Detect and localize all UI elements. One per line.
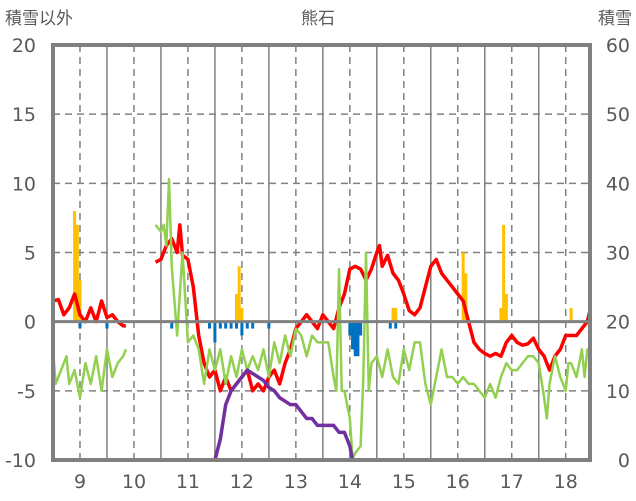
blue-bar <box>234 321 238 329</box>
x-tick-label: 11 <box>176 471 200 493</box>
blue-bar <box>240 321 244 336</box>
blue-bar <box>388 321 392 329</box>
orange-bar <box>394 307 398 322</box>
green-series-line <box>51 348 128 399</box>
orange-bar <box>240 307 244 322</box>
orange-bar <box>502 224 506 322</box>
orange-bar <box>504 294 508 322</box>
y-left-tick-label: 10 <box>12 173 36 195</box>
y-right-tick-label: 50 <box>606 104 630 126</box>
y-right-tick-label: 10 <box>606 381 630 403</box>
blue-bar <box>213 321 217 343</box>
chart-title: 熊石 <box>301 9 335 29</box>
blue-bar <box>224 321 228 329</box>
y-right-tick-label: 40 <box>606 173 630 195</box>
y-left-tick-label: -10 <box>5 450 36 472</box>
y-right-tick-label: 30 <box>606 243 630 265</box>
blue-bar <box>353 321 357 357</box>
blue-bar <box>78 321 82 329</box>
orange-bar <box>461 252 465 322</box>
y-right-tick-label: 60 <box>606 35 630 57</box>
blue-bar <box>356 321 360 357</box>
blue-bar <box>245 321 249 329</box>
y-left-tick-label: 15 <box>12 104 36 126</box>
orange-bar <box>464 273 468 322</box>
blue-bar <box>267 321 271 329</box>
red-series-line <box>154 223 592 393</box>
orange-bar <box>75 224 79 322</box>
blue-bar <box>394 321 398 329</box>
blue-bar <box>218 321 222 329</box>
orange-bar <box>391 307 395 322</box>
x-tick-label: 18 <box>554 471 578 493</box>
blue-bar <box>351 321 355 350</box>
orange-bar <box>499 307 503 322</box>
x-tick-label: 10 <box>122 471 146 493</box>
y-left-tick-label: 5 <box>24 243 36 265</box>
y-left-tick-label: -5 <box>17 381 36 403</box>
y-left-tick-label: 0 <box>24 312 36 334</box>
blue-bar <box>251 321 255 329</box>
left-axis-title: 積雪以外 <box>5 9 73 29</box>
x-tick-label: 12 <box>230 471 254 493</box>
purple-series-line <box>139 368 590 462</box>
blue-bar <box>208 321 212 329</box>
blue-bar <box>348 321 352 336</box>
x-tick-label: 17 <box>500 471 524 493</box>
orange-bar <box>234 294 238 322</box>
orange-bar <box>73 211 77 322</box>
right-axis-title: 積雪 <box>598 9 632 29</box>
blue-bar <box>359 321 363 336</box>
x-tick-label: 16 <box>446 471 470 493</box>
x-tick-label: 13 <box>284 471 308 493</box>
x-tick-label: 15 <box>392 471 416 493</box>
orange-bar <box>237 266 241 322</box>
plot-frame <box>51 43 592 462</box>
y-right-tick-label: 20 <box>606 312 630 334</box>
y-left-tick-label: 20 <box>12 35 36 57</box>
orange-bar <box>569 307 573 322</box>
blue-bar <box>105 321 109 329</box>
red-series-line <box>52 292 126 328</box>
x-tick-label: 14 <box>338 471 362 493</box>
orange-bar <box>78 280 82 322</box>
blue-bar <box>170 321 174 329</box>
y-right-tick-label: 0 <box>618 450 630 472</box>
blue-bar <box>229 321 233 329</box>
x-tick-label: 9 <box>74 471 86 493</box>
green-series-line <box>154 177 592 460</box>
